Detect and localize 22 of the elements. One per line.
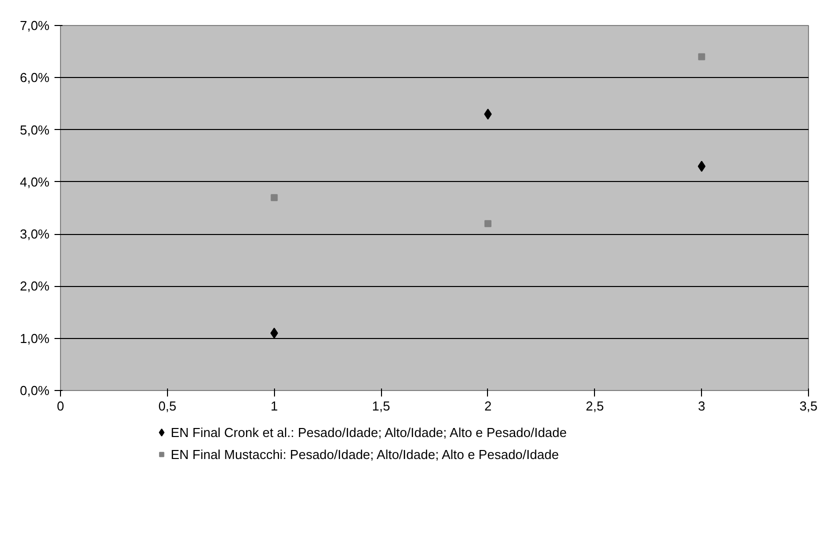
x-tick-label: 1,5	[372, 398, 390, 414]
y-tick-label: 0,0%	[20, 383, 50, 398]
y-tick-label: 3,0%	[20, 226, 50, 242]
x-tick-label: 3	[698, 398, 706, 414]
y-tick-label: 7,0%	[20, 18, 50, 33]
y-tick-label: 5,0%	[20, 122, 50, 138]
x-tick-label: 0,5	[158, 398, 176, 414]
y-tick-label: 6,0%	[20, 70, 50, 86]
x-tick-label: 1	[270, 398, 278, 414]
x-tick-label: 2,5	[586, 398, 604, 414]
y-tick-label: 2,0%	[20, 278, 50, 294]
x-tick-label: 0	[56, 398, 64, 414]
legend-label: EN Final Cronk et al.: Pesado/Idade; Alto/Idade; Alto e Pesado/Idade	[170, 425, 567, 440]
y-tick-label: 4,0%	[20, 174, 50, 190]
x-tick-label: 2	[484, 398, 492, 414]
legend-label: EN Final Mustacchi: Pesado/Idade; Alto/Idade; Alto e Pesado/Idade	[170, 447, 559, 462]
x-tick-label: 3,5	[799, 398, 818, 414]
point	[270, 194, 278, 202]
y-tick-label: 1,0%	[20, 330, 50, 346]
point	[698, 53, 706, 60]
point	[484, 220, 492, 228]
point	[270, 328, 278, 339]
